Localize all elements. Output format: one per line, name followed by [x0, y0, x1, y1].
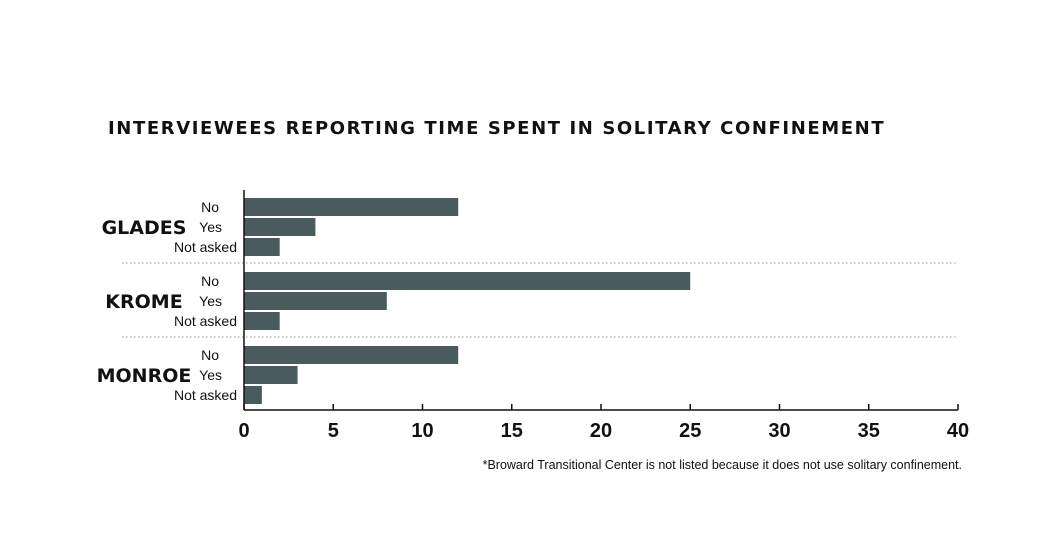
category-label: No	[201, 347, 219, 363]
bar-glades-not-asked	[244, 238, 280, 256]
bar-monroe-not-asked	[244, 386, 262, 404]
x-tick-label-25: 25	[679, 420, 701, 442]
bar-krome-no	[244, 272, 691, 290]
x-tick-label-5: 5	[328, 420, 339, 442]
x-tick-label-40: 40	[947, 420, 969, 442]
category-label: Yes	[199, 219, 222, 235]
category-label: Yes	[199, 293, 222, 309]
footnote: *Broward Transitional Center is not list…	[482, 458, 962, 472]
bar-glades-yes	[244, 218, 316, 236]
category-label: Not asked	[174, 313, 237, 329]
category-label: Not asked	[174, 387, 237, 403]
group-label-krome: KROME	[105, 291, 182, 313]
category-label: No	[201, 273, 219, 289]
category-label: No	[201, 199, 219, 215]
bar-krome-not-asked	[244, 312, 280, 330]
x-tick-label-0: 0	[238, 420, 249, 442]
group-label-monroe: MONROE	[97, 365, 192, 387]
x-tick-label-35: 35	[858, 420, 880, 442]
bar-krome-yes	[244, 292, 387, 310]
x-tick-label-15: 15	[501, 420, 523, 442]
x-tick-label-10: 10	[411, 420, 433, 442]
x-tick-label-30: 30	[768, 420, 790, 442]
category-label: Yes	[199, 367, 222, 383]
bar-monroe-no	[244, 346, 459, 364]
group-label-glades: GLADES	[102, 217, 187, 239]
x-tick-label-20: 20	[590, 420, 612, 442]
bar-glades-no	[244, 198, 459, 216]
bar-monroe-yes	[244, 366, 298, 384]
chart-title: INTERVIEWEES REPORTING TIME SPENT IN SOL…	[108, 118, 886, 139]
category-label: Not asked	[174, 239, 237, 255]
